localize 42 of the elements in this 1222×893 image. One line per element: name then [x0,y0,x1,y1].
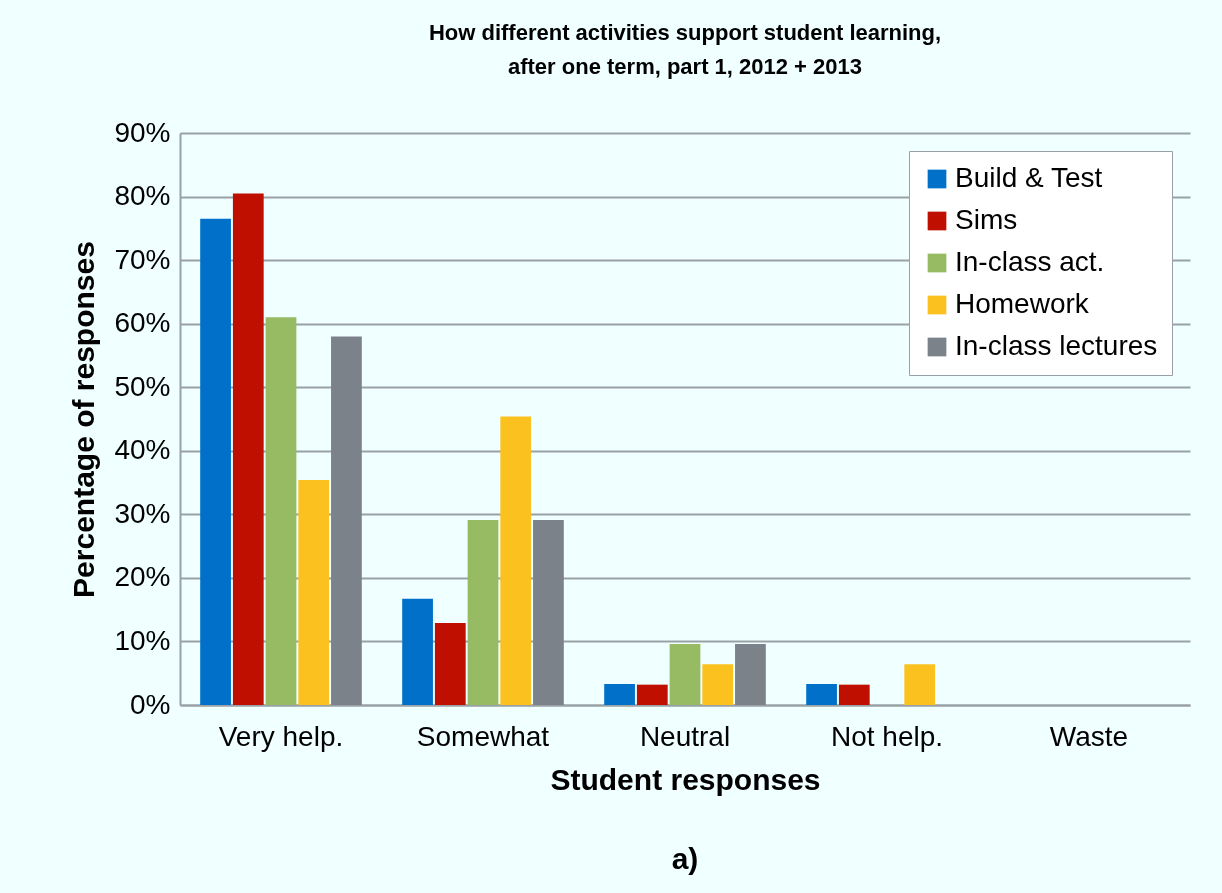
bar [806,684,837,705]
bar [467,520,499,705]
bar [232,193,264,705]
y-tick-label: 20% [114,561,171,593]
x-tick-label: Neutral [639,720,731,752]
bar [265,317,297,705]
legend-label: In-class act. [955,246,1105,277]
bar [500,416,532,705]
x-axis-title: Student responses [550,762,821,796]
bar [533,520,564,705]
text: a) [671,842,699,875]
bar [331,336,362,705]
bar [636,684,668,705]
bar [402,598,433,705]
bar [735,643,766,705]
chart-title: How different activities support student learning, after one term, part 1, 2012 + 2013 [428,20,942,79]
bar [904,664,936,705]
bar [298,480,330,705]
y-tick-label: 40% [114,434,171,466]
y-axis-title: Percentage of responses [67,241,101,598]
bar [200,218,231,705]
x-tick-label: Somewhat [416,720,550,752]
bar [702,664,734,705]
bar [604,684,635,705]
y-tick-label: 80% [114,180,171,212]
y-tick-label: 50% [114,370,171,402]
y-tick-label: 10% [114,624,171,656]
y-tick-label: 90% [114,116,171,148]
y-tick-label: 0% [130,688,171,720]
bar [838,684,870,705]
legend-label: In-class lectures [955,330,1158,361]
y-tick-label: 30% [114,497,171,529]
x-tick-label: Not help. [830,720,944,752]
x-tick-label: Waste [1049,720,1129,752]
legend-label: Build & Test [955,162,1103,193]
y-tick-label: 70% [114,243,171,275]
bar [434,623,466,705]
legend-label: Homework [955,288,1090,319]
bar [669,643,701,705]
y-tick-label: 60% [114,307,171,339]
legend-label: Sims [955,204,1018,235]
x-tick-label: Very help. [218,720,344,752]
